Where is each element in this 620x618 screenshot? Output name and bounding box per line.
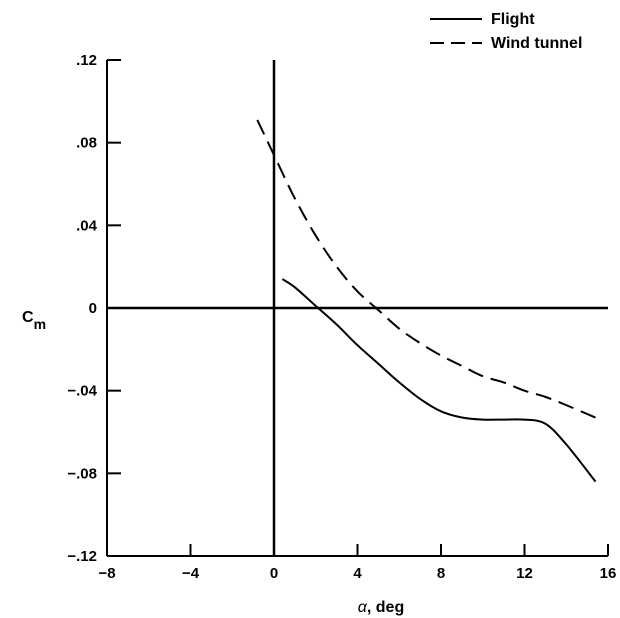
tick-labels: −8 −4 0 4 8 12 16 .12 .08 .04 0 −.04 −.08 −.12	[67, 52, 616, 582]
x-axis-unit: , deg	[367, 599, 404, 616]
series-line-flight	[281, 278, 597, 483]
x-axis-title: α, deg	[358, 599, 404, 616]
legend: Flight Wind tunnel	[430, 11, 582, 52]
x-tick-label: 16	[600, 565, 617, 582]
y-tick-label: .08	[76, 135, 97, 152]
plot-frame	[106, 60, 608, 557]
y-axis-main: C	[22, 309, 34, 326]
y-axis-subscript: m	[34, 316, 46, 332]
y-tick-label: .04	[76, 217, 98, 234]
x-tick-label: 4	[353, 565, 362, 582]
y-tick-label: −.04	[67, 383, 97, 400]
x-tick-label: 0	[270, 565, 278, 582]
ticks	[106, 59, 609, 557]
y-tick-label: 0	[89, 300, 97, 317]
y-tick-label: .12	[76, 52, 97, 69]
x-tick-label: 12	[516, 565, 533, 582]
x-tick-label: 8	[437, 565, 445, 582]
x-axis-symbol: α	[358, 599, 368, 616]
legend-label-wind-tunnel: Wind tunnel	[491, 35, 582, 52]
series	[256, 119, 597, 483]
series-line-wind-tunnel	[256, 119, 596, 419]
x-tick-label: −8	[98, 565, 115, 582]
legend-label-flight: Flight	[491, 11, 535, 28]
y-tick-label: −.12	[67, 548, 97, 565]
x-tick-label: −4	[182, 565, 200, 582]
y-axis-title: Cm	[22, 309, 46, 332]
y-tick-label: −.08	[67, 465, 97, 482]
